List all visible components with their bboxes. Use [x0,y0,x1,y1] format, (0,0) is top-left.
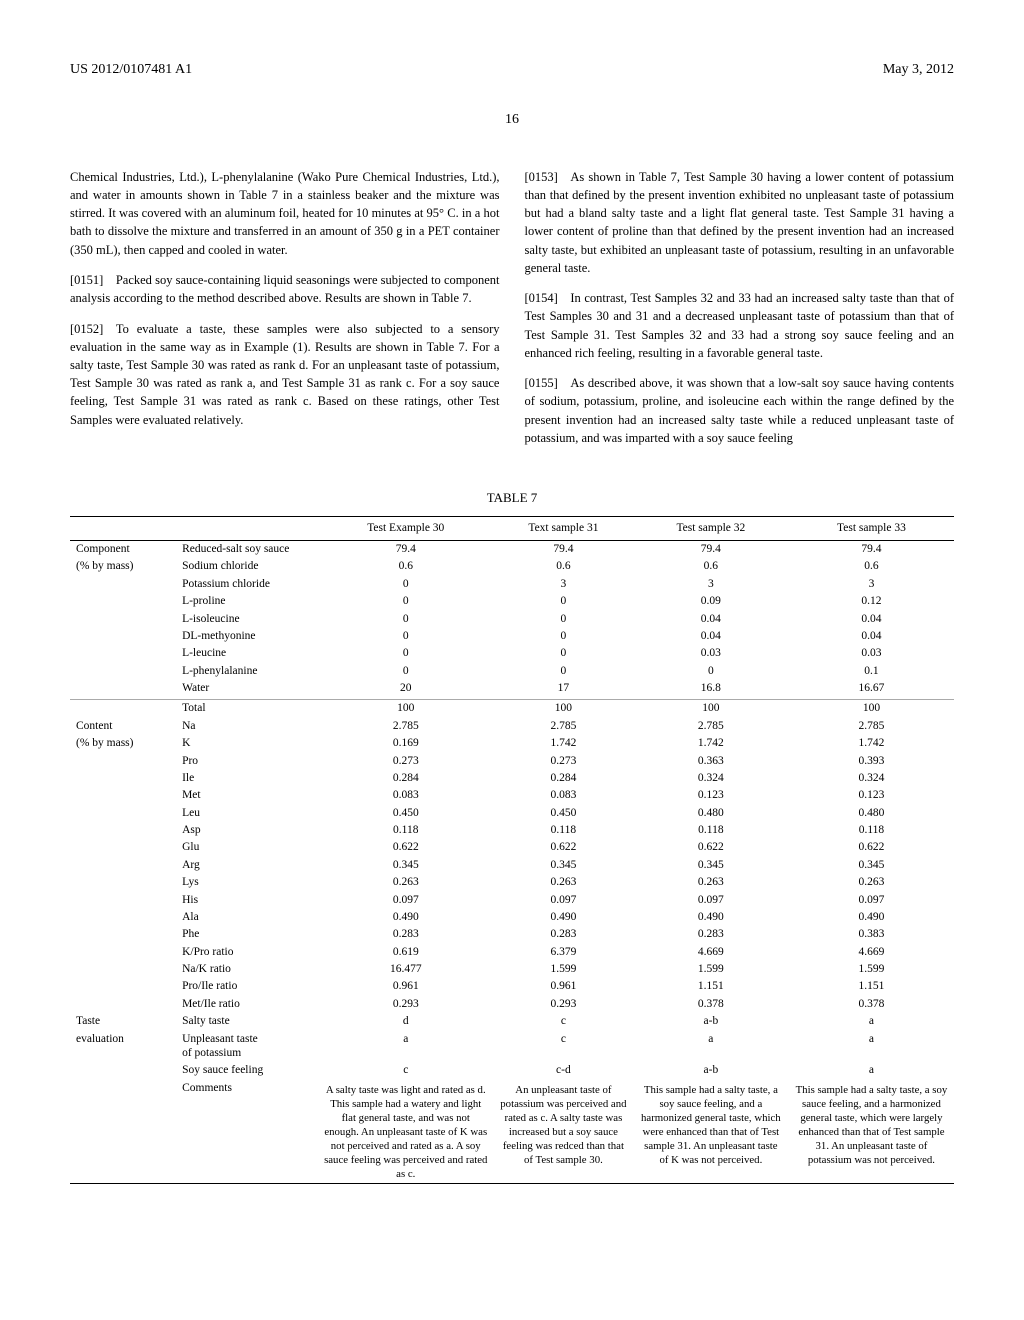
table-row: L-phenylalanine0000.1 [70,662,954,679]
table-row: L-proline000.090.12 [70,593,954,610]
col-header-1: Test Example 30 [318,517,494,540]
table-row: ComponentReduced-salt soy sauce79.479.47… [70,540,954,558]
table-row: DL-methyonine000.040.04 [70,627,954,644]
table-row: Pro0.2730.2730.3630.393 [70,752,954,769]
table-caption: TABLE 7 [70,489,954,508]
table-body: ComponentReduced-salt soy sauce79.479.47… [70,540,954,1183]
table-row: Ile0.2840.2840.3240.324 [70,769,954,786]
table-row: TasteSalty tastedca-ba [70,1013,954,1030]
table-row: Phe0.2830.2830.2830.383 [70,926,954,943]
table-row: (% by mass)Sodium chloride0.60.60.60.6 [70,558,954,575]
para-150-continued: Chemical Industries, Ltd.), L-phenylalan… [70,168,500,259]
table-row: Soy sauce feelingcc-da-ba [70,1062,954,1079]
table-row: L-isoleucine000.040.04 [70,610,954,627]
table-row: Na/K ratio16.4771.5991.5991.599 [70,961,954,978]
table-row: Ala0.4900.4900.4900.490 [70,908,954,925]
comments-row: CommentsA salty taste was light and rate… [70,1079,954,1183]
table-row: Met0.0830.0830.1230.123 [70,787,954,804]
publication-date: May 3, 2012 [883,60,954,80]
table-row: Leu0.4500.4500.4800.480 [70,804,954,821]
page-header: US 2012/0107481 A1 May 3, 2012 [70,60,954,80]
table-row: evaluationUnpleasant tasteof potassiumac… [70,1030,954,1062]
para-152: [0152] To evaluate a taste, these sample… [70,320,500,429]
para-154: [0154] In contrast, Test Samples 32 and … [525,289,955,362]
para-155: [0155] As described above, it was shown … [525,374,955,447]
page-number: 16 [70,110,954,130]
table-row: (% by mass)K0.1691.7421.7421.742 [70,735,954,752]
right-column: [0153] As shown in Table 7, Test Sample … [525,156,955,460]
col-header-3: Test sample 32 [633,517,789,540]
table-row: L-leucine000.030.03 [70,645,954,662]
table-row: K/Pro ratio0.6196.3794.6694.669 [70,943,954,960]
table-7: Test Example 30 Text sample 31 Test samp… [70,516,954,1184]
table-row: Pro/Ile ratio0.9610.9611.1511.151 [70,978,954,995]
table-row: Met/Ile ratio0.2930.2930.3780.378 [70,995,954,1012]
table-row: ContentNa2.7852.7852.7852.785 [70,717,954,734]
para-153: [0153] As shown in Table 7, Test Sample … [525,168,955,277]
table-row: Asp0.1180.1180.1180.118 [70,822,954,839]
left-column: Chemical Industries, Ltd.), L-phenylalan… [70,156,500,460]
publication-number: US 2012/0107481 A1 [70,60,192,80]
para-151: [0151] Packed soy sauce-containing liqui… [70,271,500,307]
table-row: Glu0.6220.6220.6220.622 [70,839,954,856]
col-header-4: Test sample 33 [789,517,954,540]
table-row: Arg0.3450.3450.3450.345 [70,856,954,873]
table-row: Water201716.816.67 [70,680,954,697]
table-row: His0.0970.0970.0970.097 [70,891,954,908]
table-row: Potassium chloride0333 [70,575,954,592]
body-columns: Chemical Industries, Ltd.), L-phenylalan… [70,156,954,460]
table-row: Total100100100100 [70,699,954,717]
table-row: Lys0.2630.2630.2630.263 [70,874,954,891]
col-header-2: Text sample 31 [494,517,633,540]
